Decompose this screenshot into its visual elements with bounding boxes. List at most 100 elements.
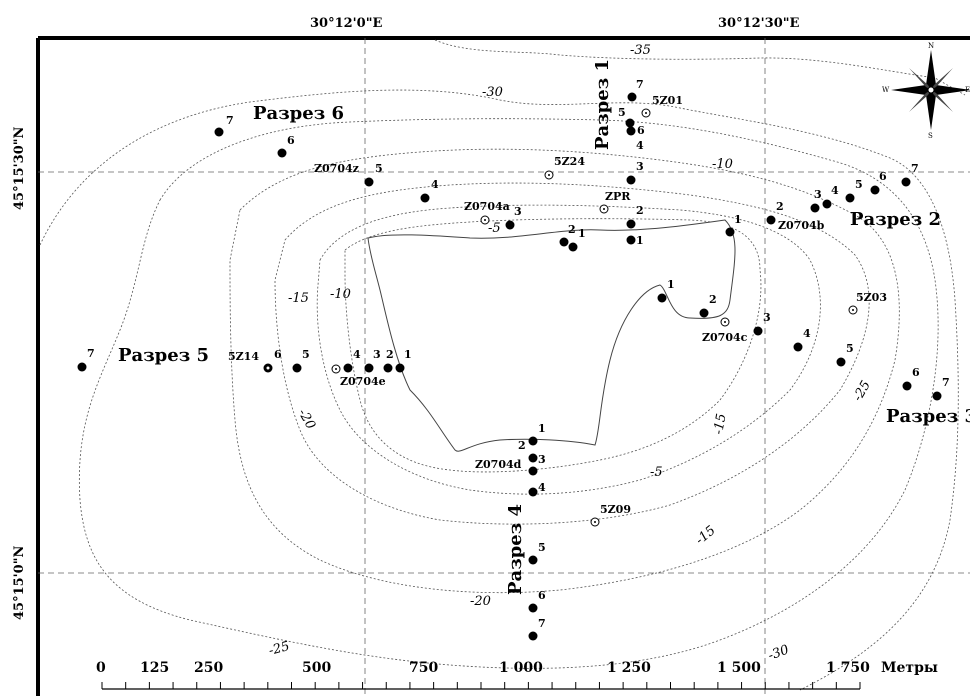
section-6-number-4: 4: [431, 178, 439, 191]
section-2-point-6[interactable]: [870, 185, 880, 195]
depth-label-13: -25: [267, 639, 291, 659]
station-5z14-label: 5Z14: [228, 350, 259, 363]
section-5-point-4[interactable]: [343, 363, 353, 373]
depth-label-1: -35: [630, 43, 651, 58]
section-2: Разрез 2 1 2 Z0704b 3 4 5 6 7: [725, 162, 941, 237]
compass-needle-ne: [931, 68, 953, 90]
section-2-number-4: 4: [831, 184, 839, 197]
section-5-point-7[interactable]: [77, 362, 87, 372]
section-2-point-4[interactable]: [822, 199, 832, 209]
contour-30: [39, 89, 959, 691]
depth-label-9: -25: [850, 378, 873, 404]
section-1-point-3[interactable]: [626, 175, 636, 185]
section-1-number-4: 4: [636, 139, 644, 152]
section-2-number-6: 6: [879, 170, 887, 183]
station-z0704d-label: Z0704d: [475, 458, 522, 471]
section-6-point-4[interactable]: [420, 193, 430, 203]
section-4-point-5[interactable]: [528, 555, 538, 565]
lat-label-top: 45°15'30"N: [12, 126, 27, 210]
section-6-point-7[interactable]: [214, 127, 224, 137]
depth-label-4: -5: [488, 221, 501, 236]
station-z0704z-label: Z0704z: [314, 162, 359, 175]
section-3-number-2: 2: [709, 293, 717, 306]
section-4: Разрез 4 1 2 3 Z0704d 4 5Z09 5 6 7: [475, 422, 631, 641]
section-4-number-2: 2: [518, 439, 526, 452]
section-5-point-5[interactable]: [292, 363, 302, 373]
section-1-number-5: 5: [618, 106, 626, 119]
scale-tick-500: 500: [302, 660, 331, 676]
section-2-point-3[interactable]: [810, 203, 820, 213]
station-5z24-label: 5Z24: [554, 155, 585, 168]
section-4-point-2[interactable]: [528, 453, 538, 463]
section-4-point-1[interactable]: [528, 436, 538, 446]
compass-needle-east: [931, 85, 970, 95]
station-5z01-label: 5Z01: [652, 94, 683, 107]
section-1-point-2[interactable]: [626, 219, 636, 229]
section-6-point-6[interactable]: [277, 148, 287, 158]
section-1-number-1: 1: [636, 234, 644, 247]
section-3-number-3: 3: [763, 311, 771, 324]
section-2-number-2: 2: [776, 200, 784, 213]
compass-needle-south: [926, 90, 936, 130]
section-1-number-2: 2: [636, 204, 644, 217]
center-point-2[interactable]: [559, 237, 569, 247]
section-3-number-4: 4: [803, 327, 811, 340]
contour-35: [434, 39, 966, 96]
section-3-point-4[interactable]: [793, 342, 803, 352]
compass-needle-se: [931, 90, 953, 112]
section-1-point-1[interactable]: [626, 235, 636, 245]
scale-minor-ticks: [101, 682, 861, 689]
section-4-number-3: 3: [538, 453, 546, 466]
depth-label-14: -30: [766, 643, 791, 664]
section-6-point-3[interactable]: [505, 220, 515, 230]
lon-label-left: 30°12'0"E: [310, 16, 382, 31]
section-2-number-5: 5: [855, 178, 863, 191]
section-2-point-7[interactable]: [901, 177, 911, 187]
compass-s: S: [928, 132, 933, 140]
section-1-point-7[interactable]: [627, 92, 637, 102]
station-5z09-label: 5Z09: [600, 503, 631, 516]
section-3-point-1[interactable]: [657, 293, 667, 303]
section-3-point-6[interactable]: [902, 381, 912, 391]
section-4-number-6: 6: [538, 589, 546, 602]
station-z0704e-center: [335, 368, 337, 370]
scale-tick-1000: 1 000: [499, 660, 543, 676]
compass-rose-icon: N S W E: [882, 42, 970, 140]
section-6-number-2: 2: [568, 223, 576, 236]
section-6-number-7: 7: [226, 114, 234, 127]
contour-20: [229, 148, 900, 594]
section-5-point-1[interactable]: [395, 363, 405, 373]
section-5-point-3[interactable]: [364, 363, 374, 373]
section-6-point-5[interactable]: [364, 177, 374, 187]
contour-10: [316, 204, 821, 495]
station-5z14-center: [266, 366, 270, 370]
section-3-number-1: 1: [667, 278, 675, 291]
station-z0704e-label: Z0704e: [340, 375, 386, 388]
section-4-point-4[interactable]: [528, 487, 538, 497]
section-3-point-2[interactable]: [699, 308, 709, 318]
section-3: Разрез 3 1 2 Z0704c 3 5Z03 4 5 6 7: [657, 278, 970, 427]
compass-w: W: [882, 86, 890, 94]
section-6-number-1: 1: [578, 227, 586, 240]
depth-label-7: -15: [711, 412, 729, 435]
section-2-point-5[interactable]: [845, 193, 855, 203]
section-5: Разрез 5 7 5Z14 6 5 4 3 2 1 Z0704e: [77, 345, 412, 388]
section-2-point-1[interactable]: [725, 227, 735, 237]
section-4-point-7[interactable]: [528, 631, 538, 641]
section-1-point-5[interactable]: [625, 118, 635, 128]
section-1-number-3: 3: [636, 160, 644, 173]
scale-bar: 0 125 250 500 750 1 000 1 250 1 500 1 75…: [96, 660, 938, 690]
section-3-point-7[interactable]: [932, 391, 942, 401]
section-2-label: Разрез 2: [850, 209, 941, 230]
section-4-point-3[interactable]: [528, 466, 538, 476]
section-4-number-7: 7: [538, 617, 546, 630]
section-3-point-5[interactable]: [836, 357, 846, 367]
section-2-point-2[interactable]: [766, 215, 776, 225]
section-1-point-6[interactable]: [626, 126, 636, 136]
section-3-point-3[interactable]: [753, 326, 763, 336]
section-4-point-6[interactable]: [528, 603, 538, 613]
section-1: Разрез 1 7 5Z01 5 6 4 3 2 1: [592, 59, 683, 247]
section-5-point-2[interactable]: [383, 363, 393, 373]
center-point-1[interactable]: [568, 242, 578, 252]
